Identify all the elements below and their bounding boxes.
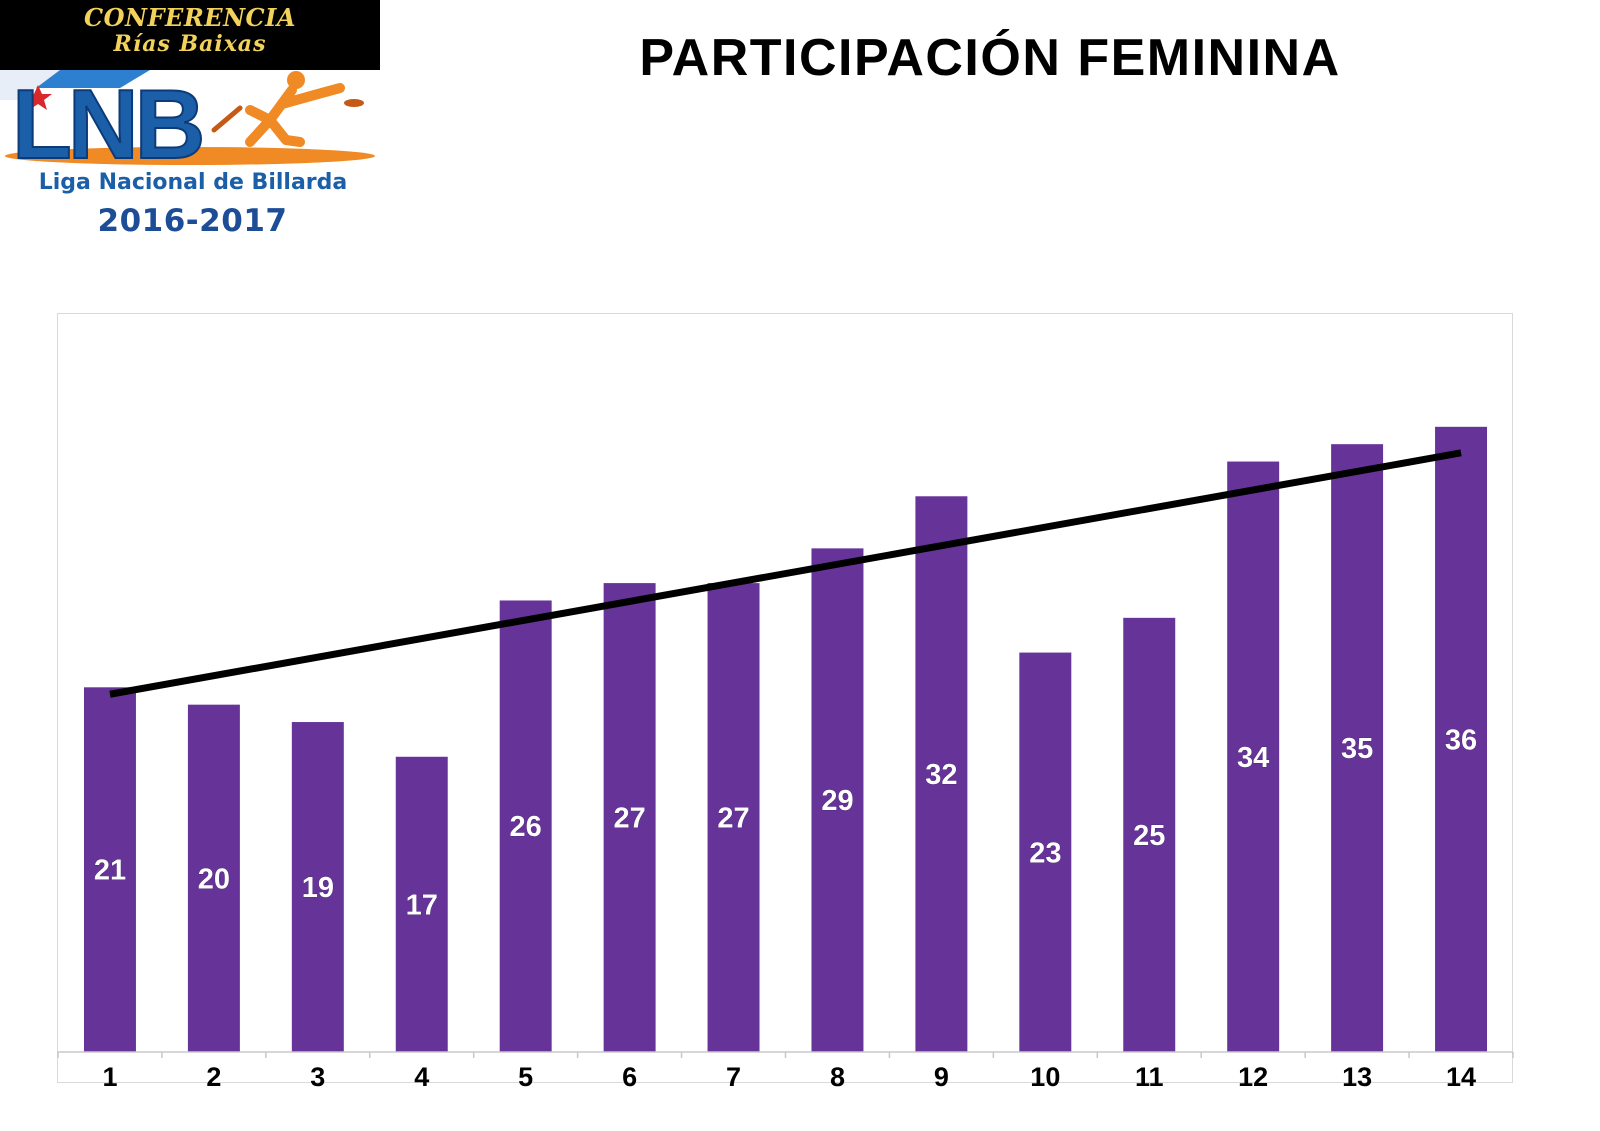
chart-bar bbox=[603, 583, 656, 1052]
season-label: 2016-2017 bbox=[97, 203, 288, 239]
x-tick-label: 4 bbox=[414, 1062, 429, 1092]
conference-name: CONFERENCIA bbox=[84, 3, 296, 32]
bar-data-label: 25 bbox=[1133, 820, 1165, 852]
bar-data-label: 17 bbox=[406, 889, 438, 921]
conference-logo: CONFERENCIA Rías Baixas LNB Liga Naciona… bbox=[0, 0, 385, 245]
x-tick-label: 8 bbox=[830, 1062, 845, 1092]
chart-bar bbox=[1227, 461, 1280, 1052]
chart-bar bbox=[707, 583, 760, 1052]
chart-bar bbox=[1435, 426, 1488, 1052]
x-tick-label: 5 bbox=[518, 1062, 533, 1092]
bar-data-label: 36 bbox=[1445, 724, 1477, 756]
lnb-logo-icon: LNB bbox=[0, 70, 375, 180]
conference-banner: CONFERENCIA Rías Baixas bbox=[0, 0, 380, 70]
x-tick-label: 6 bbox=[622, 1062, 637, 1092]
bar-data-label: 32 bbox=[925, 759, 957, 791]
chart-bar bbox=[811, 548, 864, 1052]
x-tick-label: 13 bbox=[1342, 1062, 1372, 1092]
chart-bar bbox=[187, 704, 240, 1052]
bar-data-label: 21 bbox=[94, 855, 126, 887]
chart-bar bbox=[291, 722, 344, 1052]
chart-bar bbox=[83, 687, 136, 1052]
chart-bar bbox=[499, 600, 552, 1052]
bar-data-label: 27 bbox=[613, 803, 645, 835]
x-tick-label: 7 bbox=[726, 1062, 741, 1092]
bar-data-label: 27 bbox=[717, 803, 749, 835]
x-tick-label: 14 bbox=[1446, 1062, 1476, 1092]
x-tick-label: 2 bbox=[206, 1062, 221, 1092]
bar-data-label: 23 bbox=[1029, 837, 1061, 869]
bar-data-label: 19 bbox=[302, 872, 334, 904]
lnb-wordmark: LNB bbox=[12, 70, 202, 179]
x-tick-label: 9 bbox=[934, 1062, 949, 1092]
conference-region: Rías Baixas bbox=[113, 31, 267, 57]
x-tick-label: 11 bbox=[1135, 1062, 1164, 1092]
bar-data-label: 29 bbox=[821, 785, 853, 817]
bar-data-label: 34 bbox=[1237, 742, 1269, 774]
x-tick-label: 3 bbox=[310, 1062, 325, 1092]
trendline bbox=[109, 449, 1462, 698]
page-title: PARTICIPACIÓN FEMININA bbox=[639, 29, 1341, 87]
bar-data-label: 35 bbox=[1341, 733, 1373, 765]
chart-frame bbox=[57, 313, 1513, 1083]
bar-data-label: 26 bbox=[510, 811, 542, 843]
bar-data-label: 20 bbox=[198, 863, 230, 895]
x-tick-label: 10 bbox=[1030, 1062, 1060, 1092]
chart-bar bbox=[915, 496, 968, 1053]
league-name: Liga Nacional de Billarda bbox=[38, 170, 348, 195]
x-tick-label: 1 bbox=[102, 1062, 117, 1092]
chart-bar bbox=[1019, 652, 1072, 1052]
chart-bar bbox=[395, 756, 448, 1052]
chart-bar bbox=[1331, 444, 1384, 1052]
chart-bar bbox=[1123, 617, 1176, 1052]
x-tick-label: 12 bbox=[1238, 1062, 1268, 1092]
